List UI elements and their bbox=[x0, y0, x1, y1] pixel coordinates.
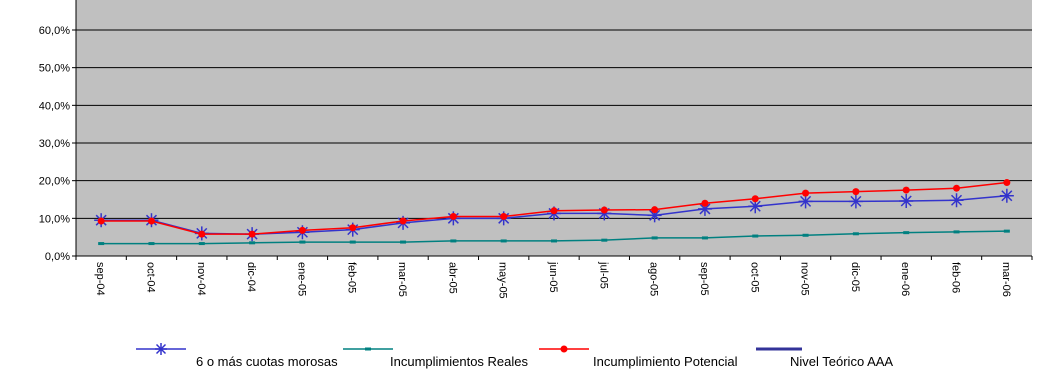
data-point bbox=[500, 239, 507, 243]
data-point bbox=[97, 217, 105, 225]
y-tick-label: 60,0% bbox=[39, 25, 70, 37]
y-axis-ticks: 0,0% 10,0% 20,0% 30,0% 40,0% 50,0% 60,0% bbox=[39, 25, 76, 263]
x-tick-label: oct-05 bbox=[748, 262, 760, 293]
data-point bbox=[949, 193, 964, 208]
x-tick-label: sep-04 bbox=[94, 262, 106, 296]
dot-marker-icon bbox=[539, 345, 589, 353]
x-tick-label: feb-06 bbox=[950, 262, 962, 293]
x-tick-label: dic-05 bbox=[849, 262, 861, 292]
y-tick-label: 50,0% bbox=[39, 63, 70, 75]
data-point bbox=[449, 212, 457, 220]
x-axis-ticks: sep-04 oct-04 nov-04 dic-04 ene-05 feb-05 mar-… bbox=[75, 256, 1033, 299]
legend: 6 o más cuotas morosas Incumplimientos R… bbox=[0, 343, 1038, 369]
data-point bbox=[748, 199, 763, 214]
data-point bbox=[903, 231, 910, 235]
data-point bbox=[249, 241, 256, 245]
x-tick-label: nov-05 bbox=[799, 262, 811, 296]
data-point bbox=[1003, 229, 1010, 233]
x-tick-label: ago-05 bbox=[648, 262, 660, 296]
x-tick-label: abr-05 bbox=[446, 262, 458, 294]
legend-label: 6 o más cuotas morosas bbox=[196, 354, 338, 369]
x-tick-label: jun-05 bbox=[547, 261, 559, 293]
y-tick-label: 0,0% bbox=[45, 251, 70, 263]
x-tick-label: sep-05 bbox=[698, 262, 710, 296]
data-point bbox=[299, 240, 306, 244]
data-point bbox=[98, 242, 105, 246]
line-marker-icon bbox=[756, 347, 802, 351]
data-point bbox=[752, 234, 759, 238]
series-3 bbox=[97, 179, 1011, 238]
data-point bbox=[550, 207, 558, 215]
data-point bbox=[751, 195, 759, 203]
x-tick-label: ene-05 bbox=[295, 262, 307, 296]
data-point bbox=[902, 186, 910, 194]
line-chart: 0,0% 10,0% 20,0% 30,0% 40,0% 50,0% 60,0% sep-0… bbox=[39, 0, 1033, 299]
data-point bbox=[899, 194, 914, 209]
data-point bbox=[298, 226, 306, 234]
data-point bbox=[651, 206, 659, 214]
x-tick-label: mar-06 bbox=[1000, 262, 1012, 297]
data-point bbox=[198, 230, 206, 238]
data-point bbox=[852, 232, 859, 236]
data-point bbox=[798, 194, 813, 209]
y-tick-label: 30,0% bbox=[39, 138, 70, 150]
data-point bbox=[852, 188, 860, 196]
data-point bbox=[953, 184, 961, 192]
data-point bbox=[848, 194, 863, 209]
data-point bbox=[500, 212, 508, 220]
gridlines bbox=[76, 29, 1032, 219]
legend-label: Incumplimientos Reales bbox=[390, 354, 529, 369]
data-point bbox=[450, 239, 457, 243]
data-point bbox=[601, 238, 608, 242]
data-point bbox=[148, 242, 155, 246]
data-point bbox=[701, 199, 709, 207]
data-point bbox=[147, 217, 155, 225]
legend-label: Nivel Teórico AAA bbox=[790, 354, 894, 369]
data-point bbox=[400, 240, 407, 244]
y-tick-label: 10,0% bbox=[39, 213, 70, 225]
data-point bbox=[999, 188, 1014, 203]
dash-marker-icon bbox=[343, 347, 393, 351]
legend-label: Incumplimiento Potencial bbox=[593, 354, 738, 369]
x-tick-label: jul-05 bbox=[597, 261, 609, 289]
data-point bbox=[198, 242, 205, 246]
data-point bbox=[802, 189, 810, 197]
x-tick-label: mar-05 bbox=[396, 262, 408, 297]
data-point bbox=[953, 230, 960, 234]
series-2 bbox=[98, 229, 1010, 246]
series-layer bbox=[94, 179, 1014, 246]
data-point bbox=[802, 233, 809, 237]
data-point bbox=[651, 236, 658, 240]
x-tick-label: feb-05 bbox=[346, 262, 358, 293]
x-tick-label: dic-04 bbox=[245, 262, 257, 292]
data-point bbox=[1003, 179, 1011, 187]
data-point bbox=[600, 206, 608, 214]
y-tick-label: 20,0% bbox=[39, 176, 70, 188]
data-point bbox=[349, 240, 356, 244]
data-point bbox=[248, 230, 256, 238]
data-point bbox=[399, 217, 407, 225]
data-point bbox=[551, 239, 557, 243]
data-point bbox=[701, 236, 708, 240]
data-point bbox=[349, 224, 357, 232]
x-tick-label: oct-04 bbox=[144, 262, 156, 293]
x-tick-label: ene-06 bbox=[899, 262, 911, 296]
asterisk-marker-icon bbox=[136, 343, 186, 355]
y-tick-label: 40,0% bbox=[39, 100, 70, 112]
x-tick-label: may-05 bbox=[497, 262, 509, 299]
x-tick-label: nov-04 bbox=[195, 262, 207, 296]
